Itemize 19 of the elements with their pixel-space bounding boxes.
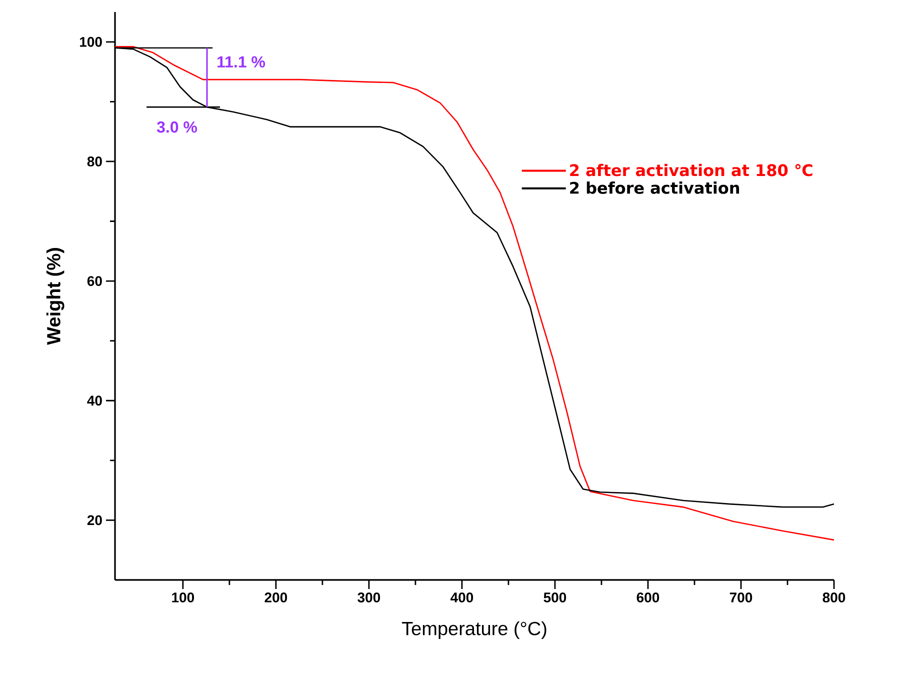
y-tick-label: 80 [87,156,102,166]
y-axis-title: Weight (%) [46,248,64,345]
x-tick-label: 200 [264,592,288,602]
annotation: 11.1 % [218,56,266,68]
x-axis-title: Temperature (°C) [402,621,546,640]
y-tick-label: 60 [87,276,102,286]
x-tick-label: 300 [358,592,380,602]
annotation: 3.0 % [156,121,198,133]
x-tick-label: 400 [450,592,474,602]
x-tick-label: 800 [822,592,846,602]
x-tick-label: 100 [172,592,194,602]
y-tick-label: 40 [87,396,102,406]
x-tick-label: 500 [544,592,566,602]
x-tick-label: 600 [636,592,660,602]
legend-label: 2 before activation [570,182,740,194]
legend-label: 2 after activation at 180 ℃ [570,164,812,176]
y-tick-label: 20 [87,515,102,526]
y-tick-label: 100 [80,36,102,47]
x-tick-label: 700 [730,592,752,602]
